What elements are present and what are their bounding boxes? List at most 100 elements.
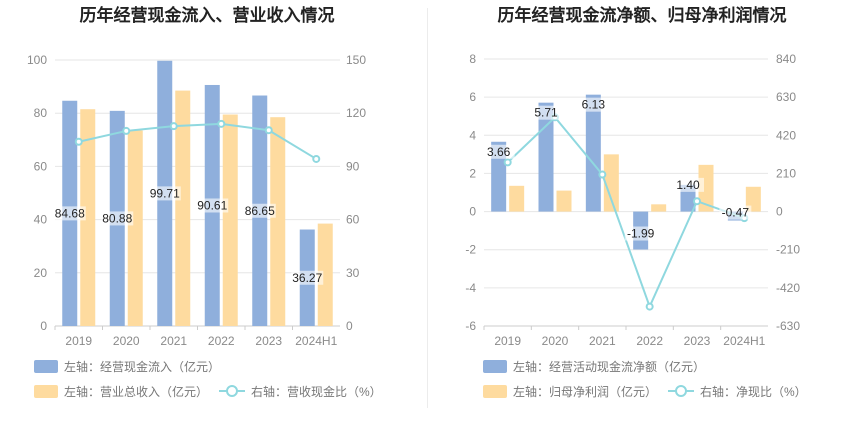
legend-swatch-revenue [34,385,58,398]
bar-series-2[interactable] [651,204,667,212]
left-axis-tick-label: 80 [34,106,48,120]
x-axis-tick-label: 2020 [542,334,569,348]
data-label-bg [672,177,704,192]
bars-left [62,60,333,327]
bar-series-2[interactable] [80,109,96,327]
right-axis-tick-label: -210 [776,243,800,257]
right-axis-tick-label: 90 [346,159,360,173]
x-axis-tick-label: 2024H1 [723,334,765,348]
data-label-bg [577,97,610,112]
line-point[interactable] [74,137,83,146]
legend-left: 左轴：经营现金流入（亿元） 左轴：营业总收入（亿元） 右轴：营收现金比（%） [34,359,382,399]
left-axis-tick-label: 0 [40,319,47,333]
bar-series-2[interactable] [127,130,143,326]
data-label-bg [624,226,657,241]
left-axis-tick-label: 20 [34,266,48,280]
bar-series-2[interactable] [270,117,286,326]
line-point[interactable] [503,158,512,167]
data-label: -1.99 [627,227,655,241]
data-label-bg [482,144,515,159]
bar-series-2[interactable] [556,190,572,212]
data-label: 3.66 [487,145,511,159]
left-axis-tick-label: -6 [465,319,476,333]
data-label: 90.61 [197,198,227,212]
data-labels-left: 84.68 80.88 99.71 90.61 86.65 36.27 [53,186,324,285]
left-axis-tick-label: 40 [34,213,48,227]
line-series [506,115,745,310]
legend-item-revenue[interactable]: 左轴：营业总收入（亿元） [34,384,208,399]
panel-divider [427,8,428,408]
left-axis-tick-label: -2 [465,243,476,257]
data-label-bg [148,186,181,201]
line-point[interactable] [693,197,701,206]
line-point[interactable] [122,126,131,135]
ticks-left: 0 20 40 60 80 100 0 30 60 90 120 150 2019 2020 2021 202… [27,53,366,348]
data-label: 6.13 [582,98,606,112]
legend-item-net-profit[interactable]: 左轴：归母净利润（亿元） [483,384,657,399]
bar-series-2[interactable] [509,185,525,212]
gridlines-right [484,58,768,327]
bar-series-2[interactable] [222,114,238,326]
right-axis-tick-label: 210 [776,166,796,180]
right-axis-tick-label: 420 [776,128,796,142]
bar-series-2[interactable] [698,164,714,212]
right-axis-tick-label: 60 [346,213,360,227]
legend-label-revenue: 左轴：营业总收入（亿元） [64,384,208,399]
data-label: 1.40 [676,178,700,192]
line-point[interactable] [264,126,273,135]
data-label: 84.68 [55,206,85,220]
line-point[interactable] [598,170,607,179]
right-axis-tick-label: 120 [346,106,366,120]
bar-series-1[interactable] [491,141,507,212]
left-axis-tick-label: 2 [469,166,476,180]
line-point[interactable] [169,122,178,131]
right-axis-tick-label: 0 [776,205,783,219]
legend-item-cash-inflow[interactable]: 左轴：经营现金流入（亿元） [34,359,220,374]
x-axis-tick-label: 2019 [494,334,521,348]
legend-right: 左轴：经营活动现金流净额（亿元） 左轴：归母净利润（亿元） 右轴：净现比（%） [483,359,807,399]
legend-swatch-net-cashflow [483,360,507,373]
legend-item-net-cash-ratio[interactable]: 右轴：净现比（%） [668,384,807,399]
x-axis-tick-label: 2024H1 [295,334,337,348]
left-axis-tick-label: -4 [465,281,476,295]
line-point[interactable] [645,302,654,311]
line-point[interactable] [217,119,226,128]
legend-label-net-cashflow: 左轴：经营活动现金流净额（亿元） [513,359,705,374]
legend-label-net-profit: 左轴：归母净利润（亿元） [513,384,657,399]
data-label-bg [243,203,276,218]
data-label: 5.71 [534,106,558,120]
bar-series-2[interactable] [175,90,191,326]
left-axis-tick-label: 4 [469,128,476,142]
data-label: 86.65 [245,204,275,218]
line-left [74,119,321,163]
bar-series-1[interactable] [585,94,601,212]
right-axis-tick-label: 150 [346,53,366,67]
right-axis-tick-label: 840 [776,52,796,66]
legend-item-net-cashflow[interactable]: 左轴：经营活动现金流净额（亿元） [483,359,705,374]
left-axis-tick-label: 8 [469,52,476,66]
right-axis-tick-label: 0 [346,319,353,333]
chart-title-right: 历年经营现金流净额、归母净利润情况 [498,5,787,25]
data-label: 99.71 [150,186,180,200]
x-axis-tick-label: 2019 [65,334,92,348]
line-series [78,122,317,160]
bar-series-2[interactable] [317,223,333,326]
bar-series-2[interactable] [603,154,619,212]
gridlines-left [55,59,340,327]
legend-marker-cash-revenue-ratio [226,385,238,397]
left-axis-tick-label: 6 [469,90,476,104]
legend-label-cash-revenue-ratio: 右轴：营收现金比（%） [251,384,382,399]
left-axis-tick-label: 100 [27,53,47,67]
legend-label-net-cash-ratio: 右轴：净现比（%） [700,384,807,399]
ticks-right: -6 -4 -2 0 2 4 6 8 -630 -420 -210 0 210 420 630 840 2019… [465,52,800,348]
data-label: 36.27 [292,271,322,285]
legend-item-cash-revenue-ratio[interactable]: 右轴：营收现金比（%） [219,384,382,399]
legend-swatch-net-profit [483,385,507,398]
legend-label-cash-inflow: 左轴：经营现金流入（亿元） [64,359,220,374]
right-axis-tick-label: 630 [776,90,796,104]
bar-series-2[interactable] [745,186,761,212]
bars-right [491,94,761,250]
line-point[interactable] [312,154,321,163]
